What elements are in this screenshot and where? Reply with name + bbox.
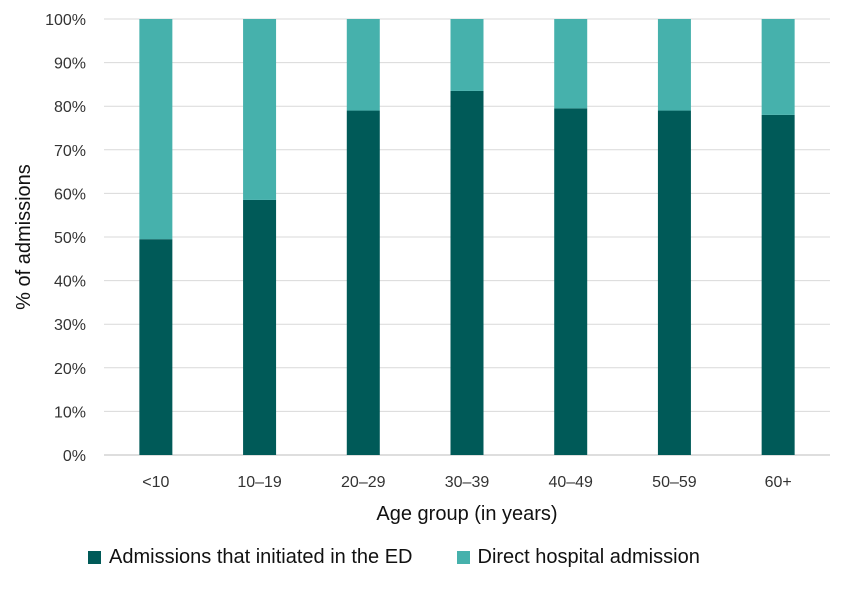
legend-label-ed: Admissions that initiated in the ED	[109, 546, 413, 568]
y-axis-label: % of admissions	[13, 164, 35, 310]
y-tick-label: 50%	[54, 230, 86, 247]
x-axis-ticks: <10 10–19 20–29 30–39 40–49 50–59 60+	[142, 474, 791, 491]
x-tick-label: 50–59	[652, 474, 697, 491]
legend-item-ed: Admissions that initiated in the ED	[88, 546, 413, 569]
bar-direct-admission	[243, 19, 277, 200]
x-tick-label: 10–19	[237, 474, 282, 491]
y-tick-label: 20%	[54, 361, 86, 378]
y-tick-label: 90%	[54, 56, 86, 73]
x-tick-label: 20–29	[341, 474, 386, 491]
bar-direct-admission	[139, 19, 173, 240]
x-tick-label: 60+	[765, 474, 792, 491]
y-tick-label: 30%	[54, 317, 86, 334]
bar-ed-admissions	[450, 90, 484, 455]
stacked-bar-chart: 0% 10% 20% 30% 40% 50% 60% 70% 80% 90% 100% <10 10–…	[13, 12, 830, 525]
y-tick-label: 80%	[54, 99, 86, 116]
x-axis-label: Age group (in years)	[376, 503, 557, 525]
y-axis-ticks: 0% 10% 20% 30% 40% 50% 60% 70% 80% 90% 100%	[45, 12, 86, 465]
bar-direct-admission	[554, 19, 588, 109]
bar-ed-admissions	[761, 114, 795, 456]
bar-direct-admission	[761, 19, 795, 115]
y-tick-label: 60%	[54, 186, 86, 203]
y-tick-label: 10%	[54, 404, 86, 421]
bar-ed-admissions	[657, 110, 691, 455]
legend: Admissions that initiated in the ED Dire…	[88, 546, 744, 569]
bar-direct-admission	[450, 19, 484, 91]
x-tick-label: 40–49	[548, 474, 593, 491]
legend-swatch-ed	[88, 551, 101, 564]
bar-ed-admissions	[346, 110, 380, 455]
y-tick-label: 0%	[63, 448, 86, 465]
bars	[139, 19, 795, 456]
legend-item-direct: Direct hospital admission	[456, 546, 700, 569]
legend-swatch-direct	[456, 551, 470, 564]
y-tick-label: 70%	[54, 143, 86, 160]
y-tick-label: 100%	[45, 12, 86, 29]
x-tick-label: 30–39	[445, 474, 490, 491]
bar-direct-admission	[657, 19, 691, 111]
bar-ed-admissions	[554, 108, 588, 455]
bar-direct-admission	[346, 19, 380, 111]
bar-ed-admissions	[139, 239, 173, 455]
x-tick-label: <10	[142, 474, 169, 491]
y-tick-label: 40%	[54, 274, 86, 291]
bar-ed-admissions	[243, 199, 277, 455]
legend-label-direct: Direct hospital admission	[477, 546, 700, 568]
